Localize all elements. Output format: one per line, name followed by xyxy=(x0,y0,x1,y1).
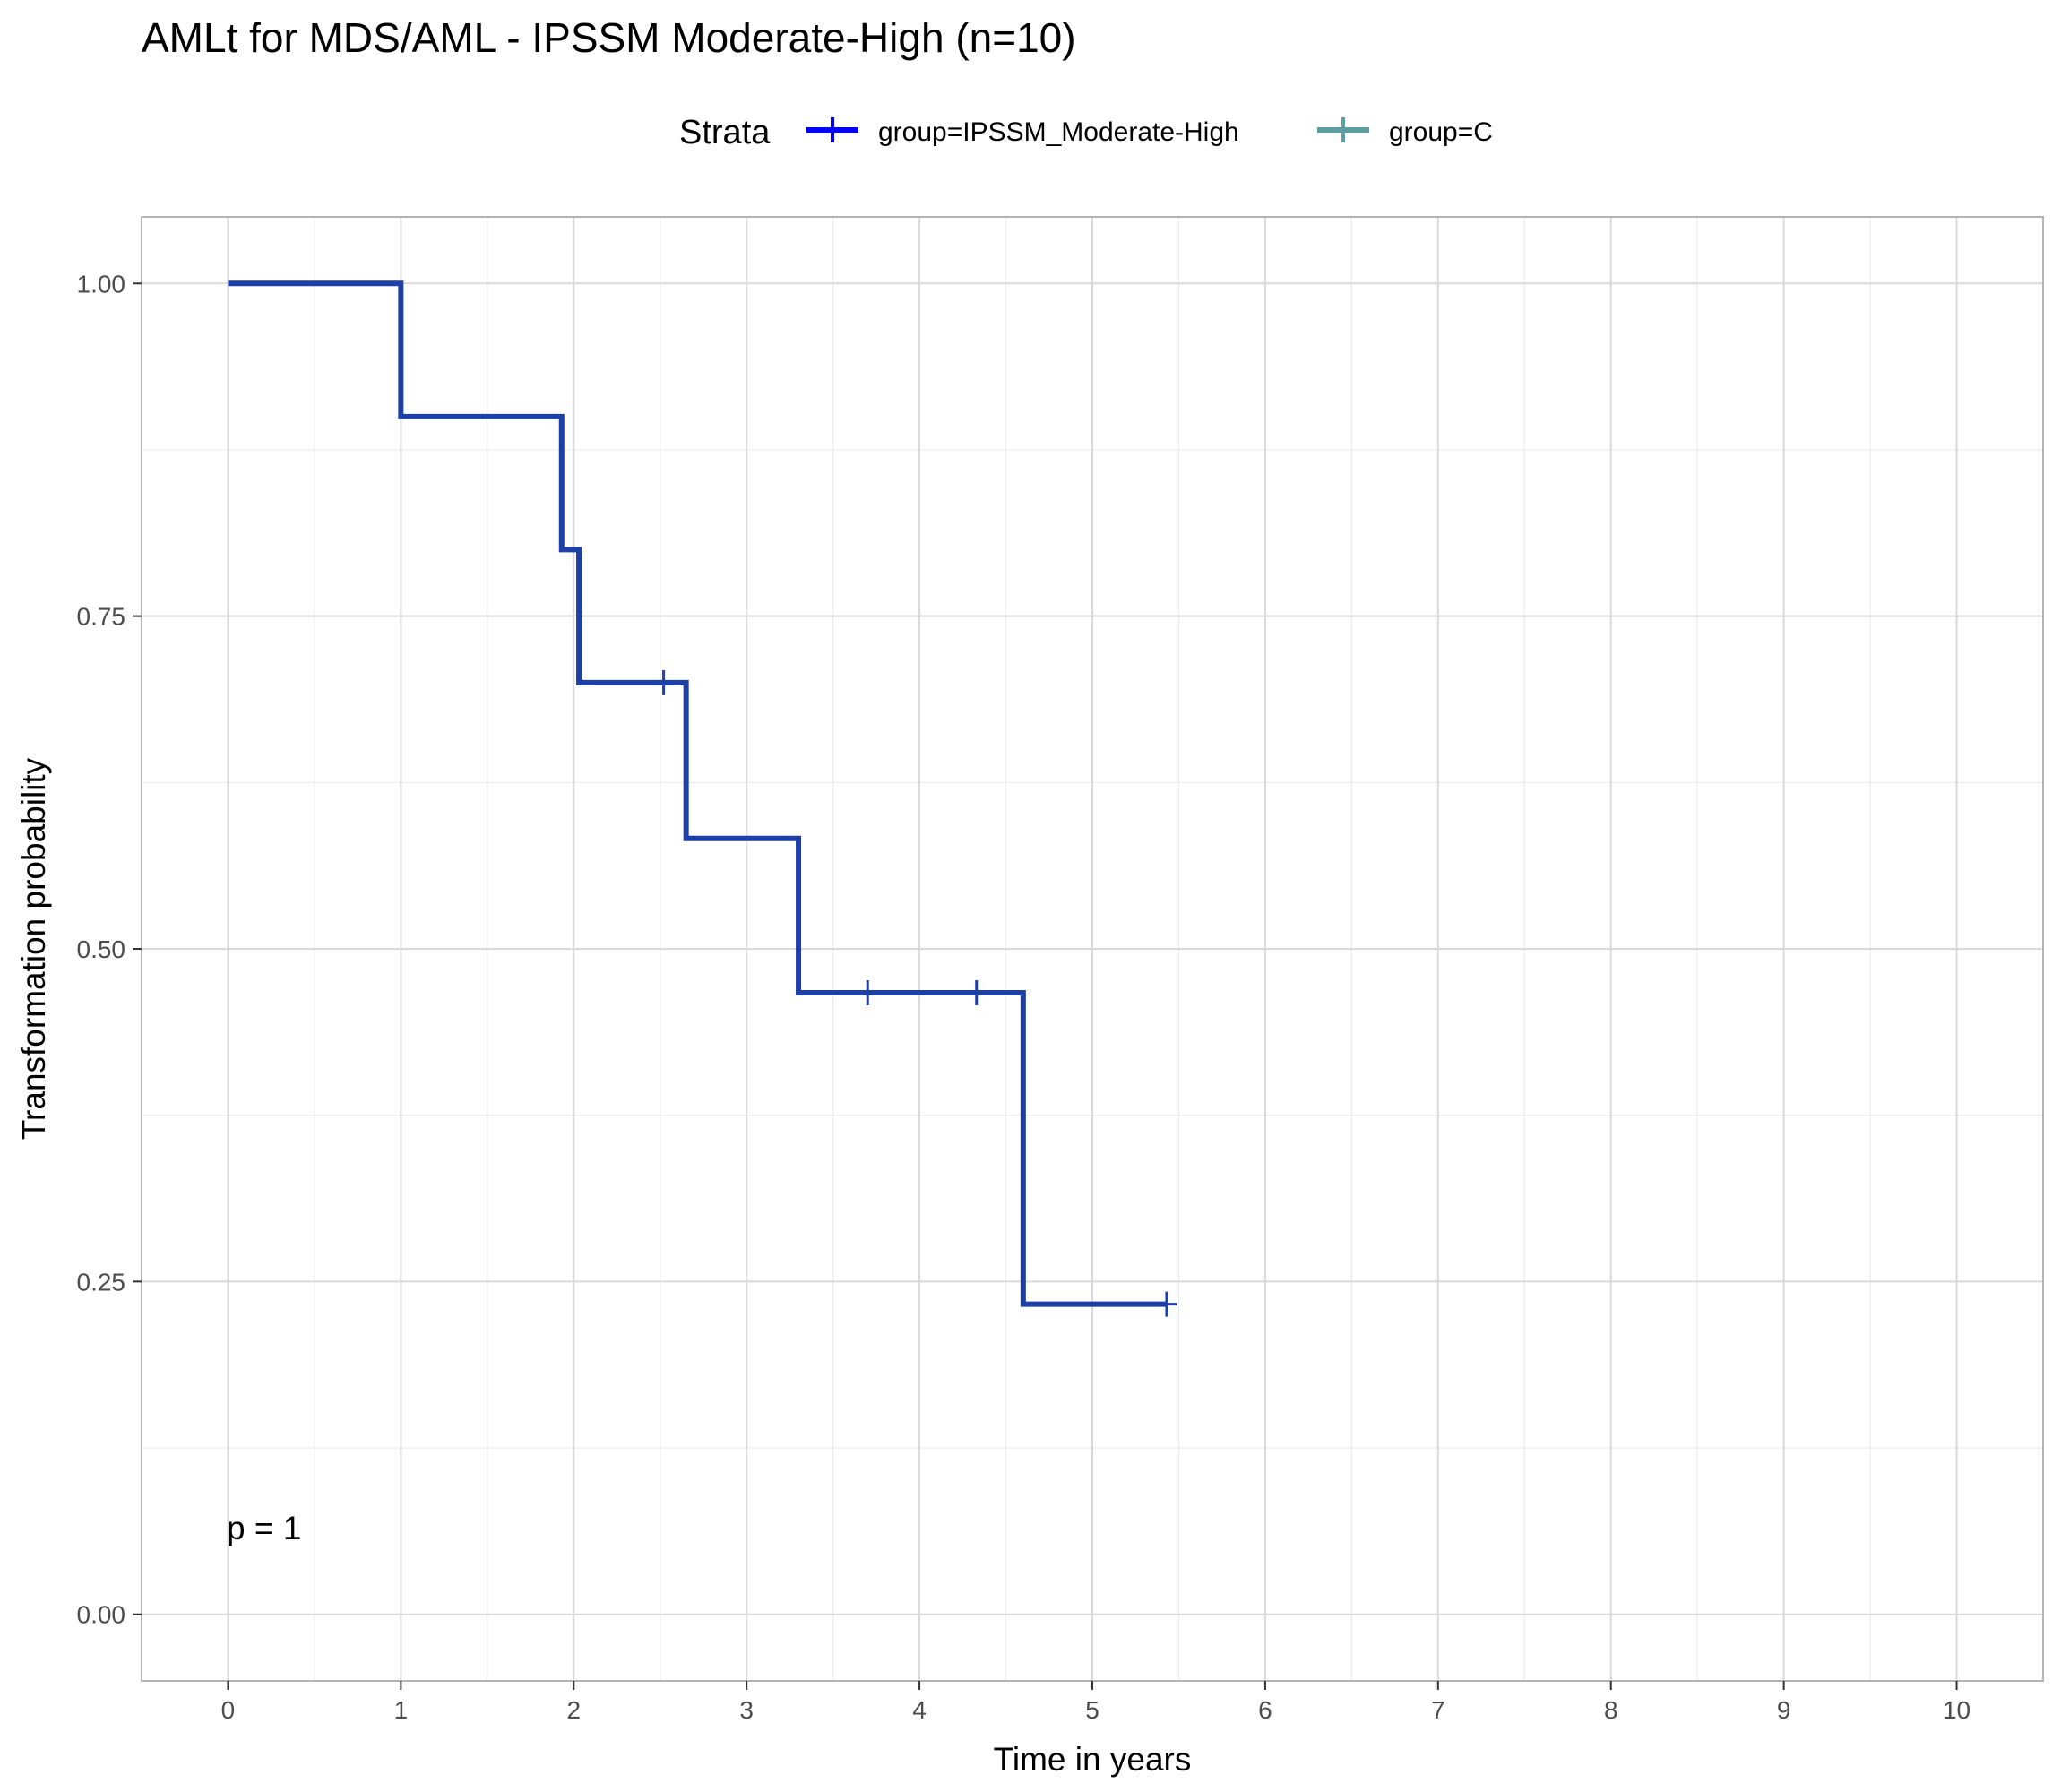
x-tick-label: 5 xyxy=(1085,1696,1099,1724)
y-tick-label: 1.00 xyxy=(77,270,126,297)
legend: Strata group=IPSSM_Moderate-High group=C xyxy=(679,114,1493,151)
x-axis: 0 1 2 3 4 5 6 7 8 9 10 xyxy=(221,1681,1970,1724)
x-tick-label: 10 xyxy=(1943,1696,1970,1724)
x-tick-label: 9 xyxy=(1777,1696,1791,1724)
x-tick-label: 0 xyxy=(221,1696,236,1724)
km-step-line xyxy=(228,280,1167,1307)
y-axis: 0.00 0.25 0.50 0.75 1.00 xyxy=(77,270,142,1629)
x-tick-label: 7 xyxy=(1431,1696,1445,1724)
series-layer xyxy=(228,280,1177,1317)
legend-label-c: group=C xyxy=(1389,117,1493,147)
x-tick-label: 6 xyxy=(1258,1696,1272,1724)
legend-label-ipssm: group=IPSSM_Moderate-High xyxy=(878,117,1239,147)
legend-title: Strata xyxy=(679,114,771,151)
y-tick-label: 0.00 xyxy=(77,1601,126,1629)
y-axis-title: Transformation probability xyxy=(15,757,52,1140)
y-tick-label: 0.50 xyxy=(77,935,126,963)
x-tick-label: 8 xyxy=(1604,1696,1618,1724)
y-tick-label: 0.25 xyxy=(77,1268,126,1296)
x-tick-label: 3 xyxy=(739,1696,754,1724)
legend-item-c: group=C xyxy=(1317,117,1493,147)
y-tick-label: 0.75 xyxy=(77,603,126,631)
p-value-annotation: p = 1 xyxy=(227,1510,301,1546)
x-tick-label: 2 xyxy=(566,1696,581,1724)
grid-major xyxy=(142,217,2043,1681)
x-tick-label: 4 xyxy=(912,1696,927,1724)
x-axis-title: Time in years xyxy=(994,1741,1192,1778)
chart-title: AMLt for MDS/AML - IPSSM Moderate-High (… xyxy=(142,14,1076,61)
x-tick-label: 1 xyxy=(394,1696,409,1724)
legend-item-ipssm: group=IPSSM_Moderate-High xyxy=(806,117,1239,147)
